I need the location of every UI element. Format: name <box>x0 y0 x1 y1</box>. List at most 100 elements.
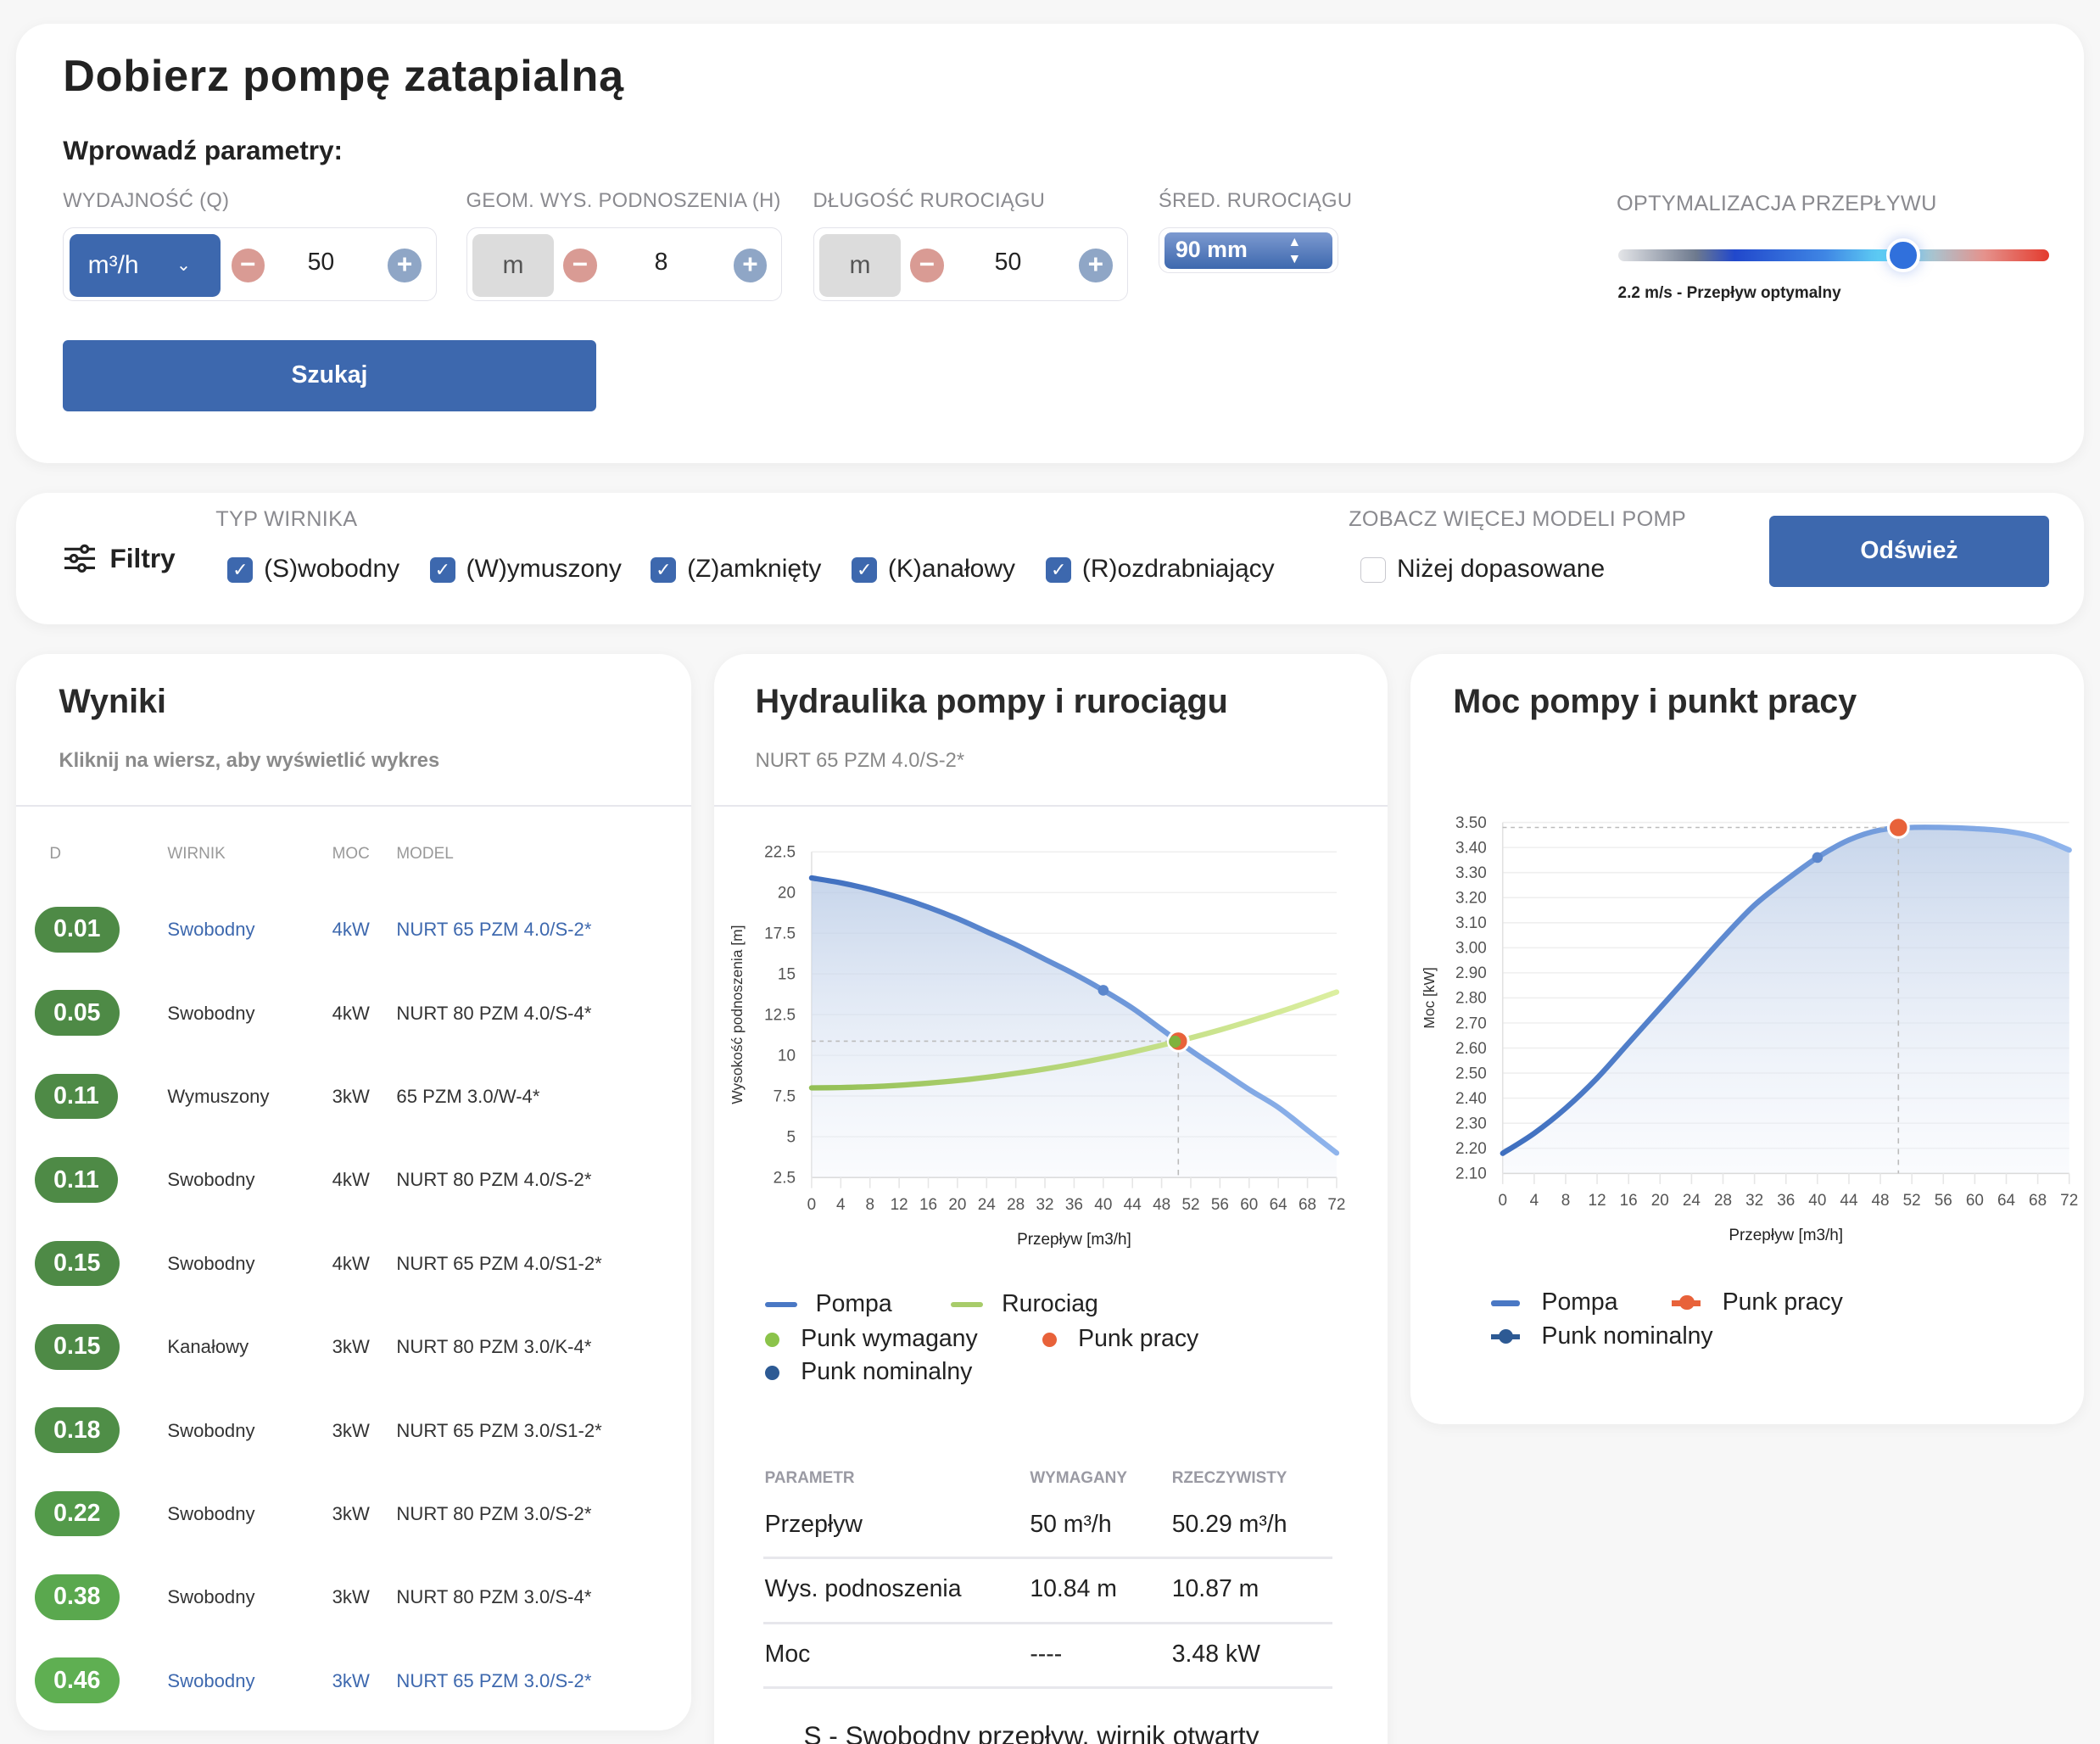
line-dot-swatch-icon <box>1671 1295 1701 1311</box>
line-dot-swatch-icon <box>1490 1328 1521 1344</box>
length-unit: m <box>818 233 902 297</box>
diameter-value: 90 mm <box>1175 237 1248 263</box>
divider <box>15 805 691 807</box>
legend-pump[interactable]: Pompa <box>1490 1288 1618 1316</box>
hydraulics-model: NURT 65 PZM 4.0/S-2* <box>755 750 965 773</box>
required-header: WYMAGANY <box>1030 1469 1127 1488</box>
slider-thumb[interactable] <box>1886 238 1920 272</box>
param-required: 50 m³/h <box>1030 1511 1112 1539</box>
length-decrement-button[interactable]: − <box>910 249 944 282</box>
checkbox-checked-icon[interactable]: ✓ <box>429 556 455 583</box>
length-label: DŁUGOŚĆ RUROCIĄGU <box>813 190 1046 213</box>
hydraulics-card <box>713 653 1388 1744</box>
impeller-cell: Swobodny <box>167 1502 255 1524</box>
legend-label: Punk wymagany <box>801 1324 978 1352</box>
impeller-type-label: TYP WIRNIKA <box>215 507 358 532</box>
impeller-cell: Swobodny <box>167 1002 255 1024</box>
legend-required[interactable]: Punk wymagany <box>764 1324 978 1353</box>
deviation-badge: 0.18 <box>35 1407 120 1453</box>
optimization-status: 2.2 m/s - Przepływ optymalny <box>1617 283 1841 302</box>
head-increment-button[interactable]: + <box>733 249 768 282</box>
flow-value-input[interactable]: 50 <box>307 249 335 277</box>
section-subtitle: Wprowadź parametry: <box>63 135 343 166</box>
head-value-input[interactable]: 8 <box>654 249 668 277</box>
head-unit: m <box>472 233 555 297</box>
legend-label: Punk pracy <box>1078 1324 1199 1352</box>
param-actual: 10.87 m <box>1171 1575 1259 1603</box>
column-header-d: D <box>49 845 62 864</box>
checkbox-checked-icon[interactable]: ✓ <box>1046 556 1072 583</box>
deviation-badge: 0.46 <box>35 1657 120 1704</box>
length-input-group: m − 50 + <box>813 227 1128 302</box>
deviation-badge: 0.05 <box>35 990 120 1037</box>
length-value-input[interactable]: 50 <box>994 249 1022 277</box>
line-swatch-icon <box>951 1302 984 1308</box>
filter-lower-matched[interactable]: Niżej dopasowane <box>1360 555 1605 584</box>
divider <box>763 1622 1333 1625</box>
param-actual: 50.29 m³/h <box>1171 1511 1287 1539</box>
results-title: Wyniki <box>59 683 166 721</box>
checkbox-unchecked-icon[interactable] <box>1360 556 1387 583</box>
legend-work[interactable]: Punk pracy <box>1042 1324 1199 1353</box>
filter-rozdrabniajacy[interactable]: ✓ (R)ozdrabniający <box>1046 554 1275 584</box>
deviation-badge: 0.22 <box>35 1490 120 1537</box>
legend-label: Pompa <box>1541 1288 1618 1316</box>
results-card <box>15 653 691 1731</box>
head-decrement-button[interactable]: − <box>563 249 597 282</box>
legend-nominal[interactable]: Punk nominalny <box>764 1358 973 1386</box>
diameter-label: ŚRED. RUROCIĄGU <box>1158 190 1353 213</box>
column-header-model: MODEL <box>396 845 454 864</box>
deviation-badge: 0.38 <box>35 1574 120 1620</box>
legend-work[interactable]: Punk pracy <box>1671 1288 1843 1316</box>
search-button[interactable]: Szukaj <box>63 340 596 411</box>
impeller-cell: Swobodny <box>167 1586 255 1608</box>
model-cell: NURT 80 PZM 4.0/S-4* <box>396 1002 592 1024</box>
filter-label: (W)ymuszony <box>466 554 622 583</box>
filter-label: Niżej dopasowane <box>1396 554 1606 583</box>
filter-label: (S)wobodny <box>264 554 400 583</box>
deviation-badge: 0.01 <box>35 907 120 953</box>
legend-label: Punk nominalny <box>801 1358 973 1386</box>
legend-pump[interactable]: Pompa <box>764 1290 892 1318</box>
power-cell: 4kW <box>332 1169 370 1191</box>
param-name: Wys. podnoszenia <box>764 1575 962 1603</box>
column-header-moc: MOC <box>332 845 370 864</box>
filter-label: (K)anałowy <box>887 554 1015 583</box>
deviation-badge: 0.15 <box>35 1323 120 1370</box>
power-title: Moc pompy i punkt pracy <box>1453 683 1857 721</box>
impeller-cell: Wymuszony <box>167 1086 270 1108</box>
legend-pipe[interactable]: Rurociag <box>951 1290 1098 1318</box>
impeller-cell: Swobodny <box>167 1169 255 1191</box>
flow-optimization-slider[interactable] <box>1617 238 2050 272</box>
checkbox-checked-icon[interactable]: ✓ <box>651 556 677 583</box>
checkbox-checked-icon[interactable]: ✓ <box>852 556 878 583</box>
sliders-icon <box>64 544 96 573</box>
model-cell: 65 PZM 3.0/W-4* <box>396 1086 540 1108</box>
line-swatch-icon <box>1490 1300 1521 1306</box>
checkbox-checked-icon[interactable]: ✓ <box>227 556 254 583</box>
model-cell: NURT 65 PZM 4.0/S1-2* <box>396 1252 602 1274</box>
legend-footnote: S - Swobodny przepływ, wirnik otwarty <box>803 1719 1259 1744</box>
param-actual: 3.48 kW <box>1171 1641 1260 1669</box>
legend-label: Rurociag <box>1002 1289 1098 1317</box>
dot-swatch-icon <box>764 1366 780 1381</box>
filter-kanalowy[interactable]: ✓ (K)anałowy <box>852 555 1015 584</box>
filter-wymuszony[interactable]: ✓ (W)ymuszony <box>429 554 622 584</box>
legend-nominal[interactable]: Punk nominalny <box>1490 1322 1713 1350</box>
filter-swobodny[interactable]: ✓ (S)wobodny <box>227 555 399 584</box>
impeller-cell: Swobodny <box>167 1419 255 1441</box>
filter-zamkniety[interactable]: ✓ (Z)amknięty <box>651 555 821 584</box>
flow-decrement-button[interactable]: − <box>231 249 265 282</box>
flow-unit-select[interactable]: m³/h ⌄ <box>69 233 221 297</box>
impeller-cell: Swobodny <box>167 919 255 941</box>
filter-label: (R)ozdrabniający <box>1081 554 1275 583</box>
divider <box>763 1686 1333 1690</box>
model-cell: NURT 65 PZM 4.0/S-2* <box>396 919 592 941</box>
flow-increment-button[interactable]: + <box>388 249 422 282</box>
power-cell: 3kW <box>332 1336 370 1358</box>
diameter-select[interactable]: 90 mm ▲ ▼ <box>1164 232 1332 269</box>
refresh-button[interactable]: Odśwież <box>1768 515 2050 587</box>
length-increment-button[interactable]: + <box>1079 249 1113 282</box>
power-cell: 3kW <box>332 1502 370 1524</box>
